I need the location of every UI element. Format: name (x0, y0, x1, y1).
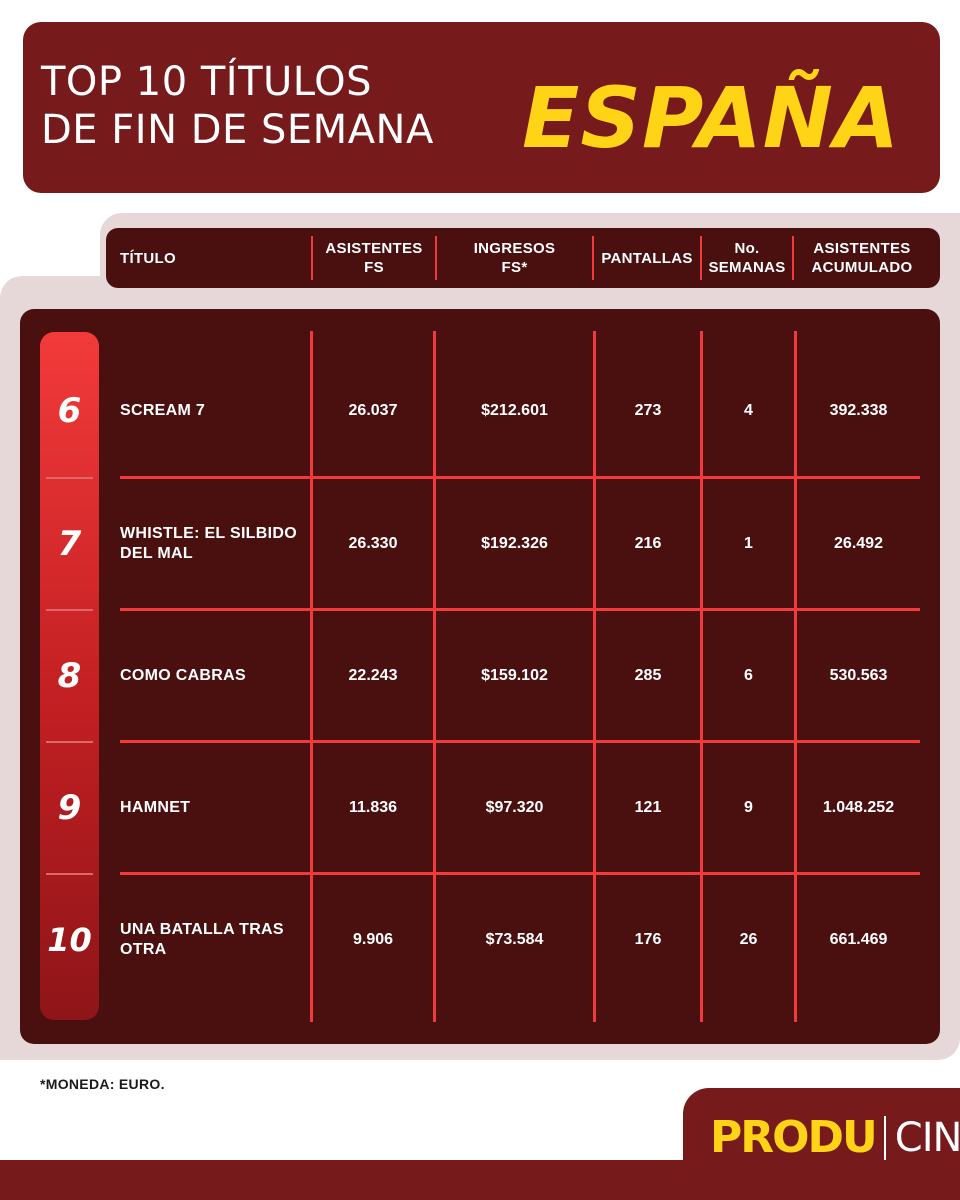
rank-divider (46, 873, 93, 875)
pantallas-value: 273 (634, 402, 662, 419)
rank-number: 6 (57, 391, 82, 431)
acumulado-value: 661.469 (829, 931, 888, 948)
acumulado-value: 392.338 (829, 402, 888, 419)
grid-line-horizontal (120, 476, 920, 479)
asistentes-fs-value: 11.836 (348, 798, 398, 816)
asistentes-fs-value: 22.243 (348, 666, 398, 684)
rank-number: 7 (57, 523, 82, 564)
acumulado-value: 530.563 (829, 666, 888, 684)
header-divider (311, 236, 313, 280)
rank-divider (46, 477, 93, 479)
column-header-ingresos-fs-line2: FS* (501, 259, 528, 276)
ingresos-fs-value: $97.320 (485, 798, 544, 816)
column-header-pantallas: PANTALLAS (594, 228, 700, 288)
column-header-asistentes-fs: ASISTENTES FS (313, 228, 435, 288)
title-line-1: TOP 10 TÍTULOS (41, 59, 373, 105)
country-title: ESPAÑA (521, 69, 900, 167)
column-header-acumulado-line2: ACUMULADO (811, 259, 913, 276)
movie-title: SCREAM 7 (120, 402, 206, 419)
ingresos-fs-value: $73.584 (485, 931, 544, 948)
movie-title: HAMNET (120, 798, 191, 816)
ingresos-fs-value: $159.102 (481, 666, 548, 684)
pantallas-value: 121 (634, 798, 662, 816)
column-header-asistentes-fs-line1: ASISTENTES (325, 240, 423, 257)
column-header-pantallas-label: PANTALLAS (601, 249, 693, 267)
column-header-asistentes-fs-line2: FS (364, 259, 384, 276)
movie-title: WHISTLE: EL SILBIDO DEL MAL (120, 524, 297, 562)
grid-line-horizontal (120, 608, 920, 611)
header-divider (792, 236, 794, 280)
movie-title: COMO CABRAS (120, 666, 246, 684)
logo-cine-text: CINE (894, 1115, 960, 1161)
column-header-ingresos-fs-line1: INGRESOS (473, 240, 556, 257)
column-header-acumulado-line1: ASISTENTES (813, 240, 911, 257)
page-title: TOP 10 TÍTULOS DE FIN DE SEMANA (41, 58, 434, 154)
pantallas-value: 216 (634, 534, 662, 552)
rank-divider (46, 609, 93, 611)
semanas-value: 1 (744, 534, 753, 552)
rank-number: 8 (57, 655, 82, 696)
semanas-value: 9 (744, 798, 753, 816)
footer-logo-tab (683, 1088, 960, 1200)
title-banner: TOP 10 TÍTULOS DE FIN DE SEMANA ESPAÑA (23, 22, 940, 193)
grid-line-vertical (310, 331, 313, 1022)
semanas-value: 26 (739, 931, 758, 948)
movie-title: UNA BATALLA TRAS OTRA (120, 921, 284, 958)
rank-number: 10 (47, 921, 92, 959)
pantallas-value: 285 (634, 666, 662, 684)
ranking-table (20, 309, 940, 1044)
column-header-semanas-line1: No. (734, 240, 760, 257)
acumulado-value: 1.048.252 (822, 798, 895, 816)
column-header-semanas: No. SEMANAS (702, 228, 792, 288)
column-header-acumulado: ASISTENTES ACUMULADO (794, 228, 930, 288)
currency-footnote: *MONEDA: EURO. (40, 1076, 165, 1092)
asistentes-fs-value: 26.037 (348, 402, 398, 419)
semanas-value: 6 (744, 666, 753, 684)
ingresos-fs-value: $192.326 (481, 534, 548, 552)
grid-line-vertical (700, 331, 703, 1022)
grid-line-vertical (593, 331, 596, 1022)
table-header: TÍTULO ASISTENTES FS INGRESOS FS* PANTAL… (106, 228, 940, 288)
asistentes-fs-value: 26.330 (348, 534, 398, 552)
grid-line-horizontal (120, 740, 920, 743)
rank-divider (46, 741, 93, 743)
grid-line-vertical (433, 331, 436, 1022)
header-divider (700, 236, 702, 280)
grid-line-vertical (794, 331, 797, 1022)
rank-number: 9 (57, 787, 82, 828)
produ-cine-logo: PRODU CINE (710, 1108, 960, 1168)
column-header-titulo: TÍTULO (106, 228, 311, 288)
column-header-ingresos-fs: INGRESOS FS* (437, 228, 592, 288)
logo-produ-text: PRODU (710, 1112, 878, 1163)
grid-line-horizontal (120, 872, 920, 875)
header-divider (435, 236, 437, 280)
logo-divider (883, 1116, 886, 1160)
column-header-semanas-line2: SEMANAS (708, 259, 786, 276)
title-line-2: DE FIN DE SEMANA (41, 107, 434, 153)
asistentes-fs-value: 9.906 (352, 931, 394, 948)
ingresos-fs-value: $212.601 (481, 402, 548, 419)
pantallas-value: 176 (634, 931, 662, 948)
rank-column (40, 332, 99, 1020)
semanas-value: 4 (744, 402, 753, 419)
column-header-titulo-label: TÍTULO (120, 249, 176, 267)
header-divider (592, 236, 594, 280)
acumulado-value: 26.492 (834, 534, 883, 552)
